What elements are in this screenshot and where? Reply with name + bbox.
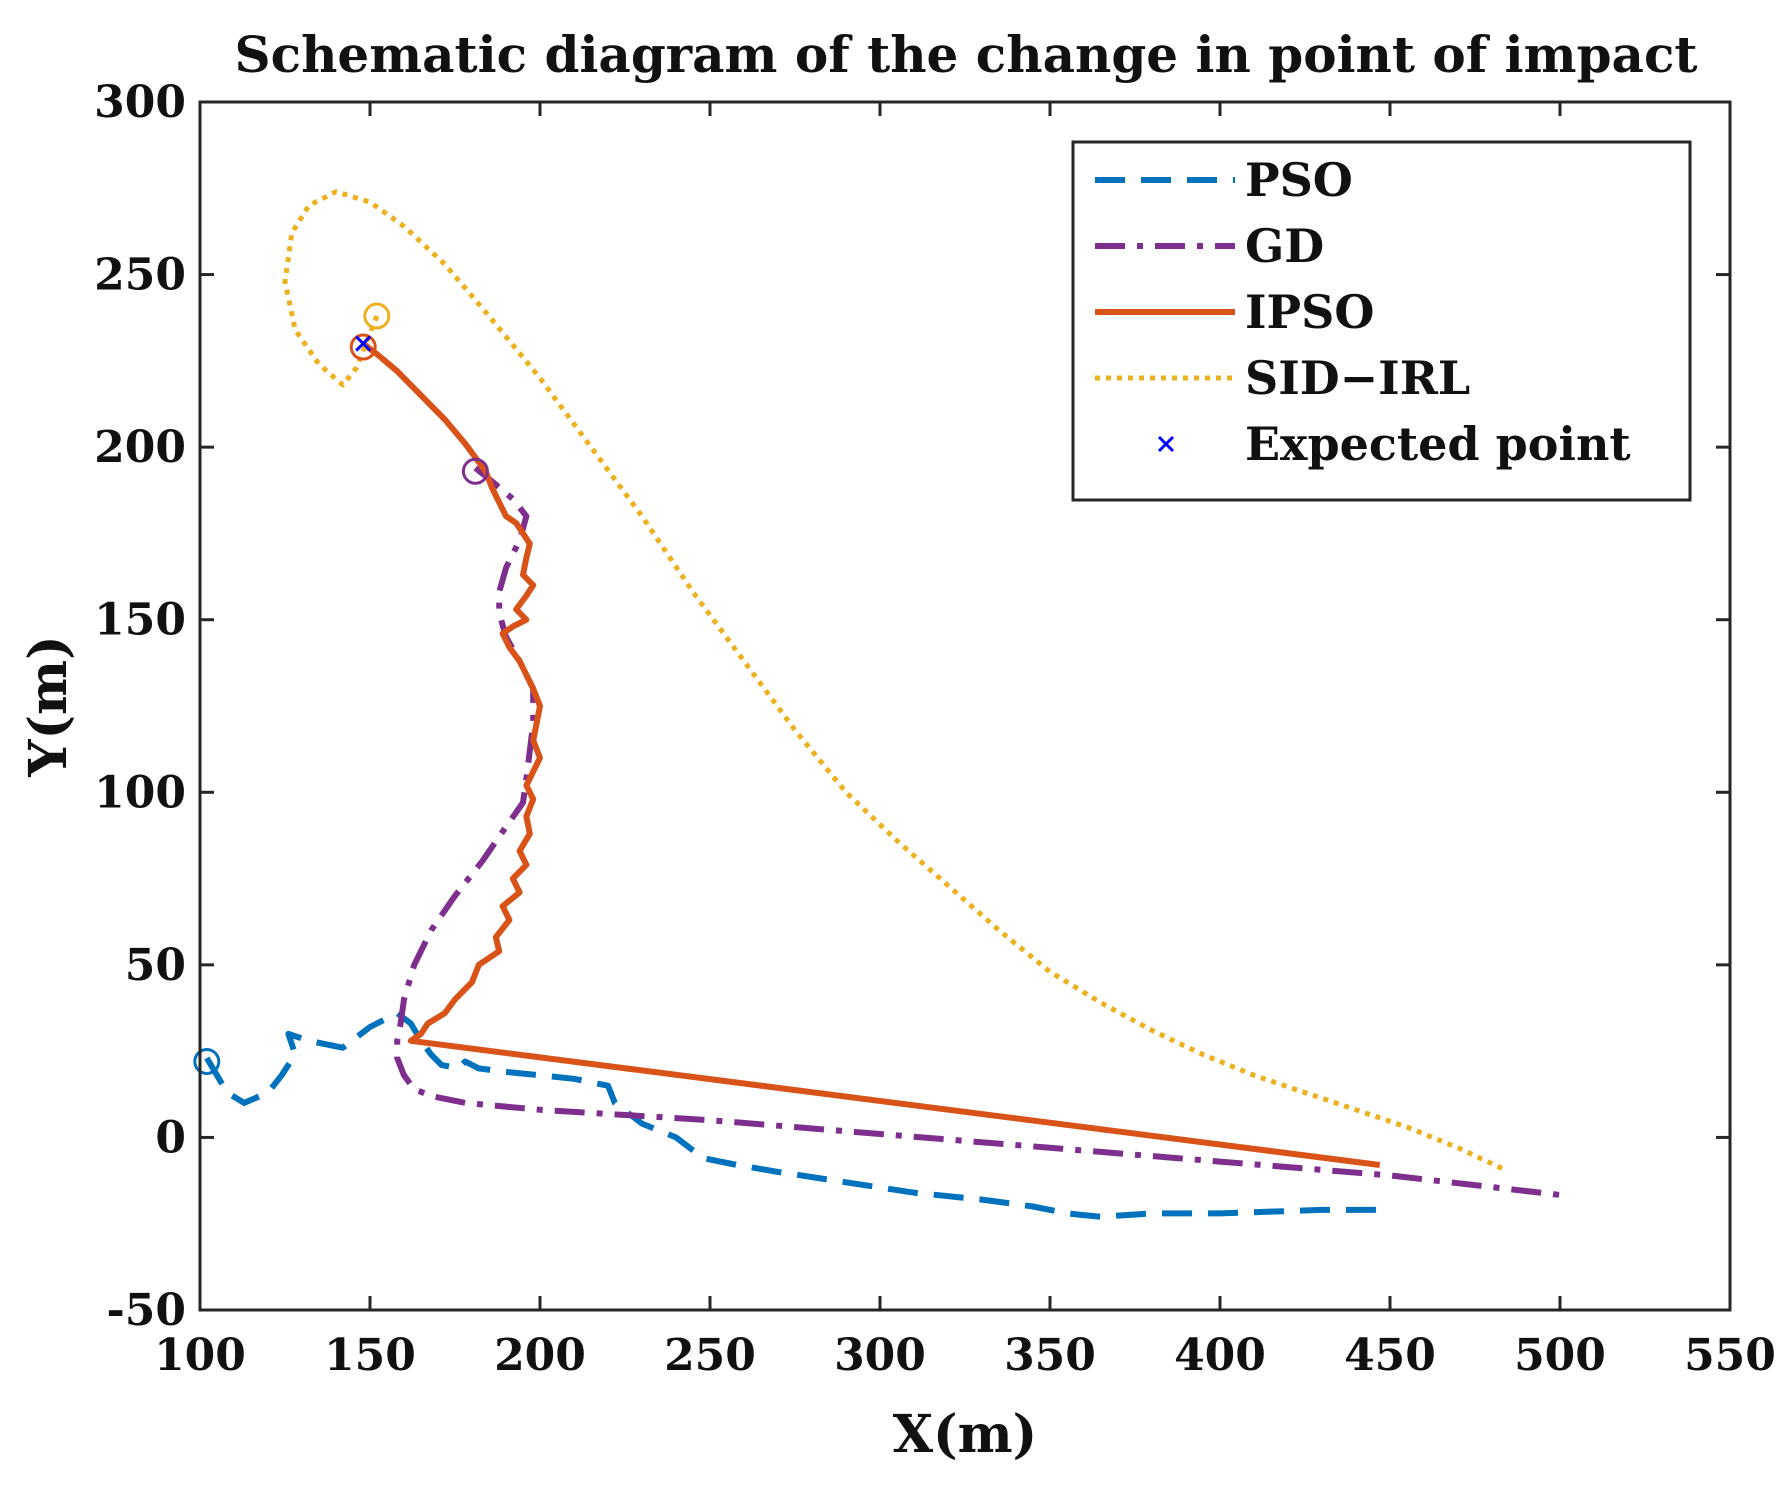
legend-swatch-x: [1157, 435, 1175, 453]
y-tick-label: 50: [125, 940, 186, 991]
plot-frame: [198, 100, 1732, 1312]
legend-label: GD: [1245, 219, 1324, 273]
markers-layer: [193, 302, 489, 1075]
y-tick-label: -50: [107, 1285, 187, 1336]
series-line-gd: [394, 465, 1571, 1200]
legend-label: IPSO: [1245, 285, 1374, 339]
legend-label: Expected point: [1245, 417, 1631, 471]
chart-title: Schematic diagram of the change in point…: [235, 25, 1698, 84]
x-tick-label: 500: [1514, 1330, 1606, 1381]
y-tick-label: 250: [94, 250, 186, 301]
x-tick-label: 400: [1174, 1330, 1266, 1381]
x-axis-label: X(m): [893, 1404, 1038, 1465]
start-marker: [349, 333, 377, 361]
legend: PSO GD IPSO SID−IRL Expected point: [1071, 140, 1692, 502]
legend-label: PSO: [1245, 153, 1353, 207]
start-marker: [363, 302, 391, 330]
x-tick-label: 150: [324, 1330, 416, 1381]
legend-label: SID−IRL: [1245, 351, 1470, 405]
y-tick-label: 300: [94, 77, 186, 128]
series-layer: [204, 189, 1571, 1220]
x-tick-label: 100: [154, 1330, 246, 1381]
x-tick-label: 250: [664, 1330, 756, 1381]
y-tick-label: 100: [94, 767, 186, 818]
y-tick-label: 0: [155, 1112, 186, 1163]
y-tick-label: 150: [94, 595, 186, 646]
x-tick-label: 200: [494, 1330, 586, 1381]
x-tick-label: 300: [834, 1330, 926, 1381]
axis-ticks: 100 150 200 250 300 350 400 450 500 550 -50 0 50 100 1…: [94, 77, 1776, 1381]
x-tick-label: 450: [1344, 1330, 1436, 1381]
start-marker: [461, 457, 489, 485]
y-tick-label: 200: [94, 422, 186, 473]
start-marker: [193, 1047, 221, 1075]
expected-point-marker: [355, 335, 372, 352]
legend-box: [1071, 140, 1692, 502]
series-line-ipso: [361, 341, 1381, 1168]
y-axis-label: Y(m): [18, 635, 79, 777]
x-tick-label: 550: [1684, 1330, 1776, 1381]
series-line-pso: [204, 1010, 1380, 1220]
x-tick-label: 350: [1004, 1330, 1096, 1381]
